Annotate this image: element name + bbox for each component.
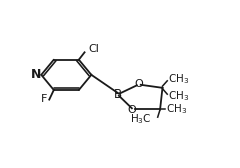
Text: B: B bbox=[114, 88, 122, 101]
Text: CH$_3$: CH$_3$ bbox=[168, 72, 189, 86]
Text: CH$_3$: CH$_3$ bbox=[168, 89, 189, 103]
Text: CH$_3$: CH$_3$ bbox=[166, 102, 187, 116]
Text: H$_3$C: H$_3$C bbox=[130, 112, 151, 126]
Text: N: N bbox=[30, 68, 41, 81]
Text: Cl: Cl bbox=[89, 44, 100, 54]
Text: O: O bbox=[134, 79, 143, 89]
Text: O: O bbox=[127, 105, 136, 115]
Text: F: F bbox=[41, 94, 47, 104]
